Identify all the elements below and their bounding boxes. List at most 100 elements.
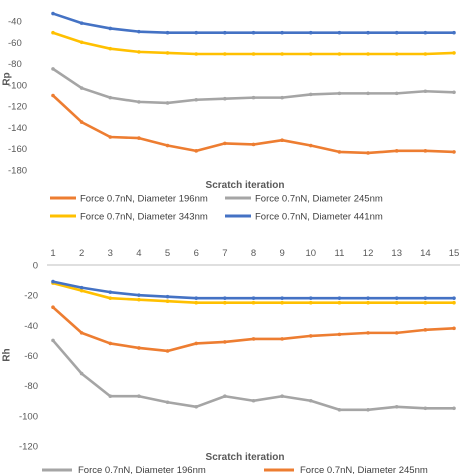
data-point (108, 394, 113, 399)
data-point (394, 91, 399, 96)
data-point (280, 300, 284, 305)
data-point (79, 285, 84, 290)
y-tick-label: -120 (8, 102, 27, 113)
series-line (52, 31, 455, 56)
data-point (51, 93, 55, 98)
x-tick-label: 15 (449, 248, 460, 259)
data-point (280, 394, 284, 399)
y-tick-label: -80 (24, 381, 38, 392)
y-tick-label: -40 (24, 321, 38, 332)
data-point (108, 341, 113, 346)
data-point (165, 400, 170, 405)
data-point (423, 30, 428, 35)
data-point (251, 300, 256, 305)
data-point (423, 328, 428, 332)
data-point (51, 11, 55, 16)
x-tick-label: 6 (194, 248, 199, 259)
data-point (423, 296, 428, 300)
data-point (366, 300, 370, 305)
x-tick-label: 9 (279, 248, 284, 259)
data-point (366, 151, 370, 155)
data-point (165, 299, 170, 304)
data-point (251, 95, 256, 100)
y-axis-title: Rh (1, 348, 12, 361)
data-point (308, 296, 313, 300)
x-tick-label: 1 (50, 248, 55, 259)
data-point (423, 52, 428, 56)
data-point (194, 149, 199, 153)
data-point (165, 30, 170, 35)
x-tick-label: 11 (334, 248, 344, 259)
data-point (423, 149, 428, 153)
data-point (366, 30, 370, 35)
data-point (108, 296, 113, 300)
data-point (194, 296, 199, 300)
x-tick-label: 5 (165, 248, 170, 259)
data-point (194, 52, 199, 56)
data-point (108, 26, 113, 31)
data-point (194, 300, 199, 305)
data-point (452, 90, 456, 95)
data-point (194, 97, 199, 102)
data-point (251, 142, 256, 147)
data-point (165, 143, 170, 148)
series-line (52, 306, 455, 353)
data-point (337, 52, 342, 56)
data-point (108, 135, 113, 139)
data-point (251, 337, 256, 341)
data-point (394, 149, 399, 153)
data-point (394, 300, 399, 305)
data-point (251, 30, 256, 35)
data-point (137, 394, 141, 399)
x-axis-title: Scratch iteration (206, 180, 285, 191)
data-point (137, 293, 141, 297)
y-tick-label: -16 (8, 0, 22, 2)
data-point (79, 40, 84, 45)
legend-label: Force 0.7nN, Diameter 196nm (80, 194, 208, 205)
data-point (308, 300, 313, 305)
data-point (394, 331, 399, 335)
y-tick-label: -40 (8, 17, 22, 28)
data-point (79, 86, 84, 90)
x-tick-label: 13 (391, 248, 402, 259)
data-point (79, 288, 84, 293)
data-point (51, 279, 55, 284)
data-point (223, 300, 227, 305)
data-point (308, 143, 313, 148)
data-point (251, 398, 256, 403)
data-point (337, 332, 342, 337)
data-point (251, 296, 256, 300)
y-tick-label: -60 (8, 38, 22, 49)
data-point (108, 46, 113, 51)
data-point (223, 96, 227, 101)
data-point (280, 296, 284, 300)
data-point (452, 326, 456, 331)
y-tick-label: -60 (24, 351, 38, 362)
data-point (108, 95, 113, 100)
data-point (223, 296, 227, 300)
x-tick-label: 10 (305, 248, 316, 259)
y-tick-label: -20 (24, 291, 38, 302)
data-point (452, 150, 456, 154)
data-point (137, 297, 141, 302)
data-point (394, 52, 399, 56)
rh-chart: 1 2 3 4 5 6 7 8 9 10 11 12 13 14 15-120-100-80-60-40-2… (1, 248, 460, 474)
data-point (337, 30, 342, 35)
data-point (51, 67, 55, 71)
data-point (194, 404, 199, 409)
legend-label: Force 0.7nN, Diameter 343nm (80, 212, 208, 223)
data-point (337, 91, 342, 96)
data-point (137, 100, 141, 104)
data-point (137, 29, 141, 34)
data-point (337, 300, 342, 305)
data-point (308, 92, 313, 97)
y-tick-label: -120 (19, 442, 38, 453)
legend-label: Force 0.7nN, Diameter 245nm (255, 194, 383, 205)
data-point (394, 296, 399, 300)
x-tick-label: 4 (136, 248, 141, 259)
data-point (165, 349, 170, 353)
data-point (165, 51, 170, 55)
data-point (337, 150, 342, 154)
data-point (51, 30, 55, 35)
